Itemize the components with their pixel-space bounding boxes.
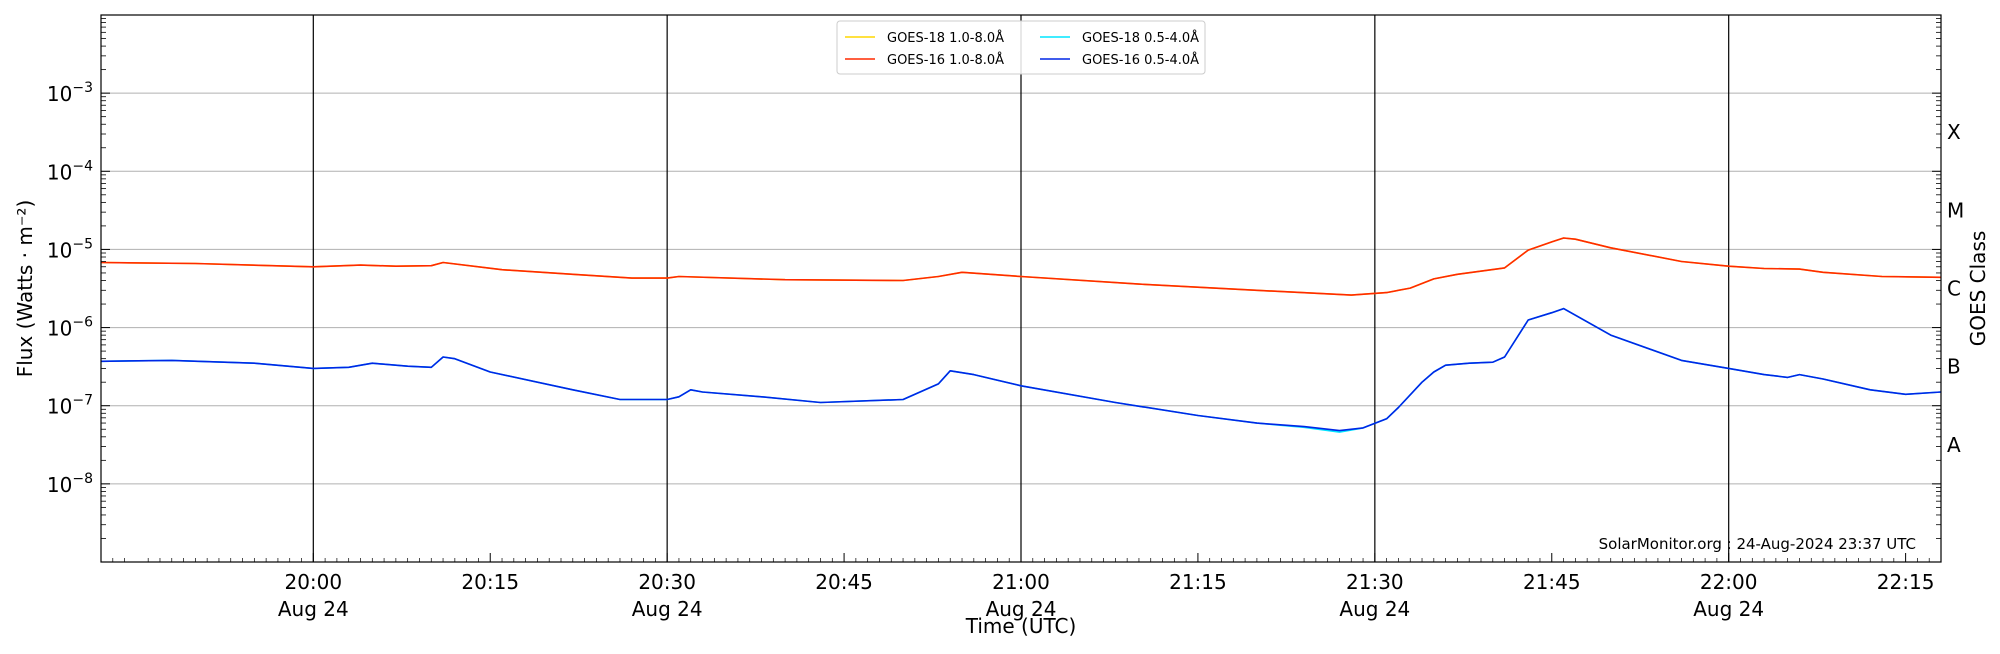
- y-tick-label: 10−6: [47, 315, 93, 341]
- x-tick-label: 20:45: [815, 570, 873, 594]
- credit-text: SolarMonitor.org : 24-Aug-2024 23:37 UTC: [1599, 535, 1916, 553]
- tick-layer: [100, 18, 1942, 562]
- goes-class-label: C: [1947, 277, 1961, 301]
- x-tick-date-label: Aug 24: [632, 597, 703, 621]
- x-tick-label: 21:45: [1523, 570, 1581, 594]
- goes-class-label: A: [1947, 433, 1961, 457]
- legend-label: GOES-18 0.5-4.0Å: [1082, 30, 1199, 46]
- x-tick-label: 20:30: [638, 570, 696, 594]
- x-tick-date-label: Aug 24: [1339, 597, 1410, 621]
- legend: GOES-18 1.0-8.0Å GOES-18 0.5-4.0Å GOES-16 …: [836, 20, 1206, 75]
- legend-label: GOES-16 1.0-8.0Å: [887, 52, 1004, 68]
- goes-class-label: X: [1947, 120, 1961, 144]
- day-boundary-lines: [312, 15, 1730, 562]
- legend-label: GOES-18 1.0-8.0Å: [887, 30, 1004, 46]
- legend-box: [836, 20, 1206, 75]
- x-tick-date-label: Aug 24: [278, 597, 349, 621]
- goes-class-label: M: [1947, 198, 1964, 222]
- series-line-3: [100, 307, 1942, 432]
- goes-class-axis-title: GOES Class: [1966, 231, 1990, 347]
- x-tick-label: 21:00: [992, 570, 1050, 594]
- x-tick-date-label: Aug 24: [1693, 597, 1764, 621]
- x-tick-label: 22:15: [1877, 570, 1935, 594]
- y-tick-label: 10−5: [47, 236, 93, 262]
- x-tick-label: 20:15: [461, 570, 519, 594]
- x-tick-label: 21:30: [1346, 570, 1404, 594]
- x-tick-date-label: Aug 24: [986, 597, 1057, 621]
- y-tick-label: 10−7: [47, 393, 93, 419]
- x-tick-label: 22:00: [1700, 570, 1758, 594]
- y-tick-label: 10−8: [47, 471, 93, 497]
- label-layer: 10−8 10−7 10−6 10−5 10−4 10−3 20:00 Aug 24 20:15…: [47, 80, 1964, 621]
- series-layer: [100, 237, 1942, 433]
- legend-label: GOES-16 0.5-4.0Å: [1082, 52, 1199, 68]
- series-line-2: [100, 237, 1942, 296]
- x-tick-label: 20:00: [284, 570, 342, 594]
- goes-class-label: B: [1947, 355, 1961, 379]
- x-axis-title: Time (UTC): [965, 614, 1077, 638]
- y-tick-label: 10−4: [47, 158, 93, 184]
- x-tick-label: 21:15: [1169, 570, 1227, 594]
- y-axis-title: Flux (Watts · m⁻²): [13, 200, 37, 378]
- y-tick-label: 10−3: [47, 80, 93, 106]
